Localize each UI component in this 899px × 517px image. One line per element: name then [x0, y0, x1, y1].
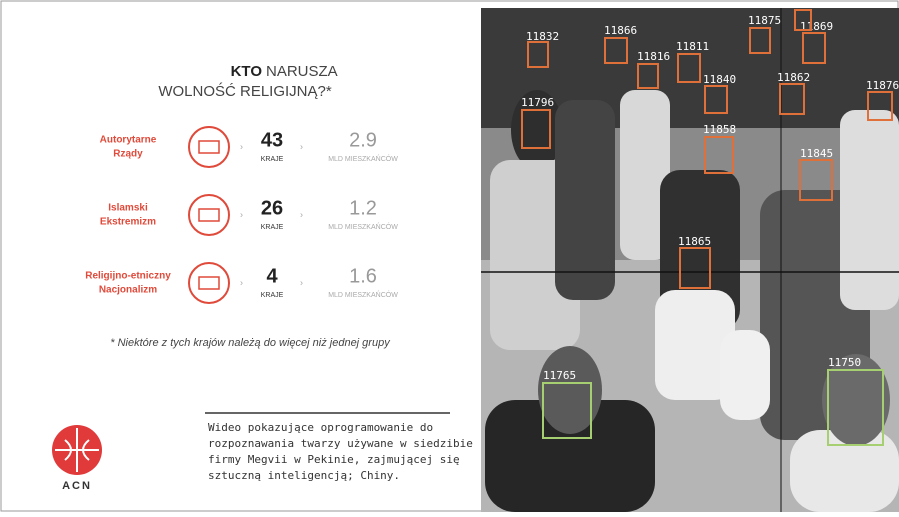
infographic: KTO NARUSZA WOLNOŚĆ RELIGIJNĄ?* Autoryta… [85, 63, 398, 349]
countries-unit: KRAJE [261, 156, 284, 163]
row-name: Rządy [113, 149, 143, 160]
arrow: › [300, 277, 303, 287]
title: NARUSZA [266, 63, 338, 80]
row-icon [188, 262, 230, 304]
face-label: 11845 [800, 147, 833, 160]
caption-line: firmy Megvii w Pekinie, zajmującej się [208, 453, 460, 466]
face-label: 11796 [521, 96, 554, 109]
logo-text: ACN [62, 480, 92, 492]
face-label: 11865 [678, 235, 711, 248]
row-icon [188, 194, 230, 236]
arrow: › [300, 141, 303, 151]
row-name: Ekstremizm [100, 217, 156, 228]
logo: ACN [52, 425, 102, 492]
face-label: 11858 [703, 123, 736, 136]
row-name: Islamski [108, 203, 148, 214]
title-bold: KTO [231, 63, 263, 80]
title: WOLNOŚĆ RELIGIJNĄ?* [158, 82, 332, 100]
people: 1.2 [349, 197, 377, 219]
face-label: 11765 [543, 369, 576, 382]
face-label: 11832 [526, 30, 559, 43]
row-icon-glyph [198, 208, 220, 222]
photo [481, 8, 899, 512]
people: 2.9 [349, 129, 377, 151]
face-label: 11816 [637, 50, 670, 63]
face-label: 11875 [748, 14, 781, 27]
countries-unit: KRAJE [261, 224, 284, 231]
people-unit: MLD MIESZKAŃCÓW [328, 222, 398, 231]
arrow: › [240, 277, 243, 287]
arrow: › [240, 141, 243, 151]
face-label: 11866 [604, 24, 637, 37]
footnote: * Niektóre z tych krajów należą do więce… [110, 337, 391, 349]
row-icon [188, 126, 230, 168]
row-name: Autorytarne [100, 135, 157, 146]
row-name: Religijno-etniczny [85, 271, 171, 282]
people-unit: MLD MIESZKAŃCÓW [328, 290, 398, 299]
face-label: 11876 [866, 79, 899, 92]
face-label: 11862 [777, 71, 810, 84]
countries: 26 [261, 197, 283, 219]
face-boxes: 11832 11866 11816 11811 11875 11869 1179… [521, 9, 899, 446]
face-label: 11750 [828, 356, 861, 369]
caption-line: sztuczną inteligencją; Chiny. [208, 469, 400, 482]
row-icon-glyph [198, 140, 220, 154]
caption-line: rozpoznawania twarzy używane w siedzibie [208, 437, 473, 450]
countries: 4 [266, 265, 278, 287]
arrow: › [300, 209, 303, 219]
arrow: › [240, 209, 243, 219]
people-unit: MLD MIESZKAŃCÓW [328, 154, 398, 163]
caption-line: Wideo pokazujące oprogramowanie do [208, 421, 433, 434]
countries: 43 [261, 129, 283, 151]
countries-unit: KRAJE [261, 292, 284, 299]
caption: Wideo pokazujące oprogramowanie do rozpoz… [208, 421, 473, 482]
face-label: 11869 [800, 20, 833, 33]
row-name: Nacjonalizm [99, 285, 157, 296]
row-icon-glyph [198, 276, 220, 290]
face-label: 11811 [676, 40, 709, 53]
people: 1.6 [349, 265, 377, 287]
face-label: 11840 [703, 73, 736, 86]
